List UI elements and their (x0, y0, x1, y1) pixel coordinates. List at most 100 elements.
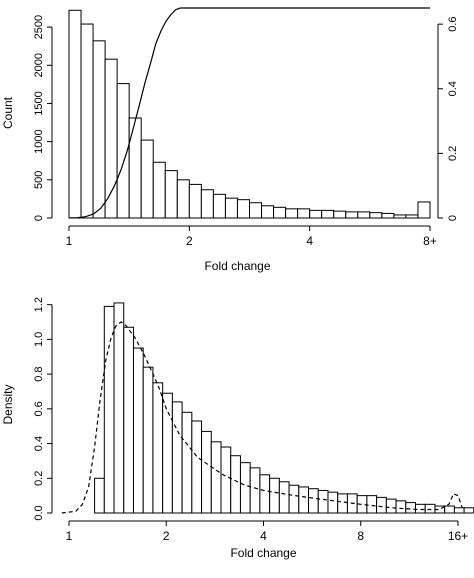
histogram-bar (381, 212, 395, 219)
histogram-bar (142, 366, 154, 514)
histogram-bar (288, 484, 300, 514)
y2-tick-label: 0.2 (447, 146, 459, 161)
histogram-bar (385, 498, 397, 514)
histogram-bar (424, 503, 436, 514)
histogram-bar (249, 202, 263, 219)
histogram-bar (376, 496, 387, 514)
histogram-bar (297, 208, 311, 219)
y-tick-label: 0.8 (33, 366, 45, 381)
histogram-bar (357, 211, 371, 219)
y-tick-label: 0 (33, 215, 45, 221)
histogram-bar (236, 199, 250, 219)
histogram-bar (132, 347, 144, 514)
y-tick-label: 1.0 (33, 332, 45, 347)
histogram-bar (152, 161, 166, 219)
histogram-bar (369, 212, 383, 219)
histogram-bar (366, 495, 378, 514)
x-axis-label: Fold change (230, 546, 296, 560)
histogram-bar (128, 117, 142, 219)
y-tick-label: 0.2 (33, 471, 45, 486)
histogram-bar (94, 477, 105, 514)
histogram-bar (273, 206, 287, 219)
histogram-bar (321, 209, 335, 219)
x-tick-label: 1 (66, 529, 73, 543)
histogram-bar (405, 502, 417, 514)
histogram-bar (327, 491, 339, 514)
histogram-bar (345, 211, 359, 219)
y2-tick-label: 0.4 (447, 81, 459, 96)
histogram-bar (405, 214, 419, 219)
chart-1: 1 2 4 8+ Fold change 0 500 1000 1500 2000 2500 Coun… (1, 7, 459, 273)
y-tick-label: 0.6 (33, 401, 45, 416)
y-tick-label: 2000 (33, 53, 45, 77)
histogram-bar (308, 488, 319, 514)
x-tick-label: 2 (163, 529, 170, 543)
histogram-bar (453, 507, 465, 514)
histogram-bar (181, 411, 193, 514)
x-axis-label: Fold change (204, 259, 270, 273)
histogram-bars (94, 302, 474, 514)
histogram-bar (298, 486, 310, 514)
histogram-bar (201, 430, 212, 514)
histogram-bar (92, 40, 106, 219)
y2-tick-label: 0 (447, 215, 459, 221)
histogram-bar (239, 462, 251, 514)
histogram-bar (224, 197, 238, 219)
x-tick-label: 4 (306, 234, 313, 248)
histogram-bar (162, 392, 173, 514)
histogram-bar (212, 193, 226, 219)
histogram-bar (285, 208, 299, 219)
y-axis-label: Count (1, 96, 15, 129)
histogram-bar (171, 401, 183, 514)
histogram-bar (309, 209, 323, 219)
x-tick-label: 4 (260, 529, 267, 543)
y-tick-label: 0.4 (33, 436, 45, 451)
y-tick-label: 2500 (33, 15, 45, 39)
histogram-bar (140, 139, 154, 219)
histogram-bar (269, 477, 280, 514)
histogram-bar (395, 500, 407, 514)
histogram-bar (191, 420, 203, 514)
histogram-bar (104, 58, 118, 219)
histogram-bar (123, 326, 134, 514)
histogram-bar (278, 481, 290, 514)
histogram-bar (80, 23, 94, 219)
histogram-bar (444, 505, 455, 514)
histogram-bar (417, 201, 431, 219)
histogram-bar (176, 179, 190, 219)
histogram-bar (230, 455, 241, 514)
histogram-bar (152, 382, 164, 514)
y-axis-label: Density (1, 384, 15, 424)
histogram-bar (220, 446, 232, 514)
x-tick-label: 16+ (448, 529, 468, 543)
y2-tick-label: 0.6 (447, 17, 459, 32)
histogram-bar (249, 467, 261, 514)
y-tick-label: 0.0 (33, 505, 45, 520)
histogram-bar (113, 302, 125, 514)
histogram-bar (337, 493, 348, 514)
histogram-bar (68, 9, 82, 219)
y-tick-label: 500 (33, 171, 45, 189)
y-tick-label: 1.2 (33, 297, 45, 312)
histogram-bar (261, 205, 275, 219)
histogram-bar (188, 183, 202, 219)
histogram-bar (164, 170, 178, 219)
chart-2: 1 2 4 8 16+ Fold change 0.0 0.2 0.4 0.6 0.8 1.0 1.2 D… (1, 297, 474, 560)
y-tick-label: 1000 (33, 129, 45, 153)
histogram-bar (333, 210, 347, 219)
cumulative-curve (68, 7, 430, 219)
histogram-bar (415, 503, 426, 514)
histogram-bar (103, 305, 115, 514)
y-tick-label: 1500 (33, 91, 45, 115)
x-tick-label: 1 (66, 234, 73, 248)
histogram-bar (317, 489, 329, 514)
histogram-bar (463, 507, 474, 514)
histogram-bar (393, 214, 407, 219)
density-curve (61, 321, 463, 514)
histogram-bar (259, 474, 271, 514)
x-tick-label: 8 (357, 529, 364, 543)
histogram-bar (210, 441, 222, 514)
x-tick-label: 8+ (423, 234, 437, 248)
histogram-bar (200, 189, 214, 219)
